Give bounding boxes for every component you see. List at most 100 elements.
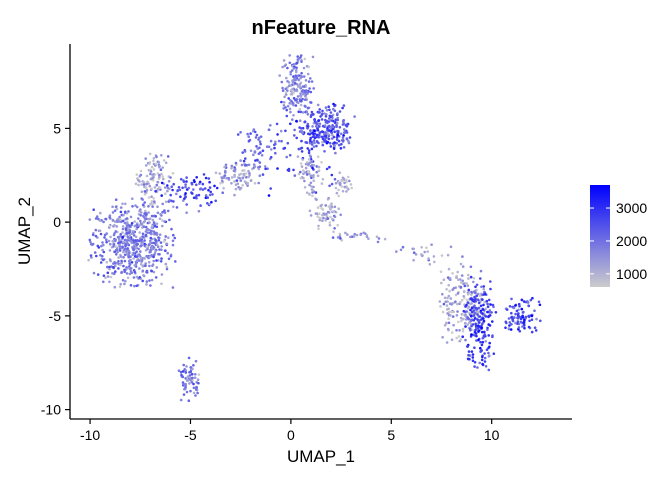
data-point bbox=[139, 255, 142, 258]
data-point bbox=[165, 267, 169, 271]
data-point bbox=[515, 309, 519, 313]
data-point bbox=[113, 220, 117, 223]
data-point bbox=[293, 128, 296, 132]
data-point bbox=[145, 271, 149, 274]
data-point bbox=[192, 364, 195, 367]
data-point bbox=[224, 170, 227, 173]
data-point bbox=[213, 184, 216, 188]
data-point bbox=[412, 251, 416, 254]
data-point bbox=[253, 150, 257, 154]
data-point bbox=[530, 318, 534, 322]
data-point bbox=[206, 196, 209, 199]
data-point bbox=[171, 239, 175, 243]
data-point bbox=[154, 276, 158, 279]
data-point bbox=[460, 298, 464, 302]
data-point bbox=[281, 86, 284, 90]
data-point bbox=[115, 225, 119, 228]
data-point bbox=[99, 254, 102, 257]
data-point bbox=[100, 244, 103, 248]
data-point bbox=[185, 203, 188, 206]
data-point bbox=[114, 205, 118, 209]
data-points bbox=[87, 54, 542, 403]
data-point bbox=[132, 257, 135, 260]
data-point bbox=[261, 173, 265, 176]
data-point bbox=[297, 74, 301, 77]
data-point bbox=[143, 219, 147, 223]
data-point bbox=[308, 193, 311, 196]
data-point bbox=[487, 334, 491, 337]
data-point bbox=[451, 302, 454, 305]
data-point bbox=[289, 73, 293, 76]
data-point bbox=[316, 206, 320, 209]
data-point bbox=[166, 155, 170, 158]
data-point bbox=[247, 139, 251, 143]
data-point bbox=[456, 310, 459, 313]
data-point bbox=[326, 217, 330, 220]
data-point bbox=[285, 108, 289, 112]
data-point bbox=[321, 177, 325, 181]
data-point bbox=[274, 140, 277, 144]
data-point bbox=[528, 319, 531, 323]
data-point bbox=[88, 218, 92, 221]
data-point bbox=[197, 209, 201, 213]
data-point bbox=[149, 284, 152, 287]
data-point bbox=[131, 205, 134, 208]
data-point bbox=[125, 240, 129, 243]
data-point bbox=[189, 370, 192, 374]
data-point bbox=[297, 101, 300, 104]
data-point bbox=[326, 132, 330, 135]
data-point bbox=[155, 183, 159, 187]
data-point bbox=[164, 262, 168, 266]
data-point bbox=[303, 90, 307, 94]
data-point bbox=[192, 382, 195, 386]
data-point bbox=[476, 313, 479, 316]
data-point bbox=[142, 225, 146, 229]
data-point bbox=[139, 250, 142, 253]
data-point bbox=[140, 197, 143, 200]
data-point bbox=[481, 355, 484, 359]
data-point bbox=[332, 107, 335, 111]
data-point bbox=[300, 71, 303, 75]
data-point bbox=[219, 182, 222, 185]
data-point bbox=[163, 211, 167, 214]
data-point bbox=[315, 212, 319, 215]
data-point bbox=[457, 335, 461, 338]
data-point bbox=[139, 213, 142, 217]
data-point bbox=[295, 66, 298, 70]
data-point bbox=[303, 98, 307, 101]
data-point bbox=[535, 317, 538, 321]
data-point bbox=[462, 309, 466, 313]
data-point bbox=[466, 301, 470, 304]
data-point bbox=[246, 132, 249, 136]
data-point bbox=[283, 146, 287, 150]
data-point bbox=[131, 253, 134, 256]
data-point bbox=[149, 239, 152, 243]
data-point bbox=[276, 133, 279, 136]
data-point bbox=[458, 329, 461, 332]
data-point bbox=[523, 326, 526, 330]
data-point bbox=[190, 182, 194, 186]
data-point bbox=[103, 236, 106, 239]
data-point bbox=[257, 152, 261, 156]
data-point bbox=[269, 139, 273, 143]
data-point bbox=[341, 123, 345, 126]
data-point bbox=[155, 259, 158, 262]
data-point bbox=[97, 246, 101, 249]
data-point bbox=[332, 230, 335, 234]
data-point bbox=[185, 180, 188, 183]
data-point bbox=[301, 158, 305, 161]
data-point bbox=[123, 282, 126, 286]
data-point bbox=[172, 233, 175, 237]
data-point bbox=[172, 200, 175, 203]
data-point bbox=[316, 155, 320, 158]
data-point bbox=[121, 219, 125, 223]
data-point bbox=[144, 157, 147, 160]
data-point bbox=[234, 161, 238, 165]
data-point bbox=[314, 121, 318, 125]
data-point bbox=[239, 131, 242, 134]
data-point bbox=[238, 187, 242, 191]
data-point bbox=[539, 319, 542, 323]
data-point bbox=[128, 272, 132, 276]
data-point bbox=[99, 232, 103, 236]
data-point bbox=[306, 72, 310, 76]
